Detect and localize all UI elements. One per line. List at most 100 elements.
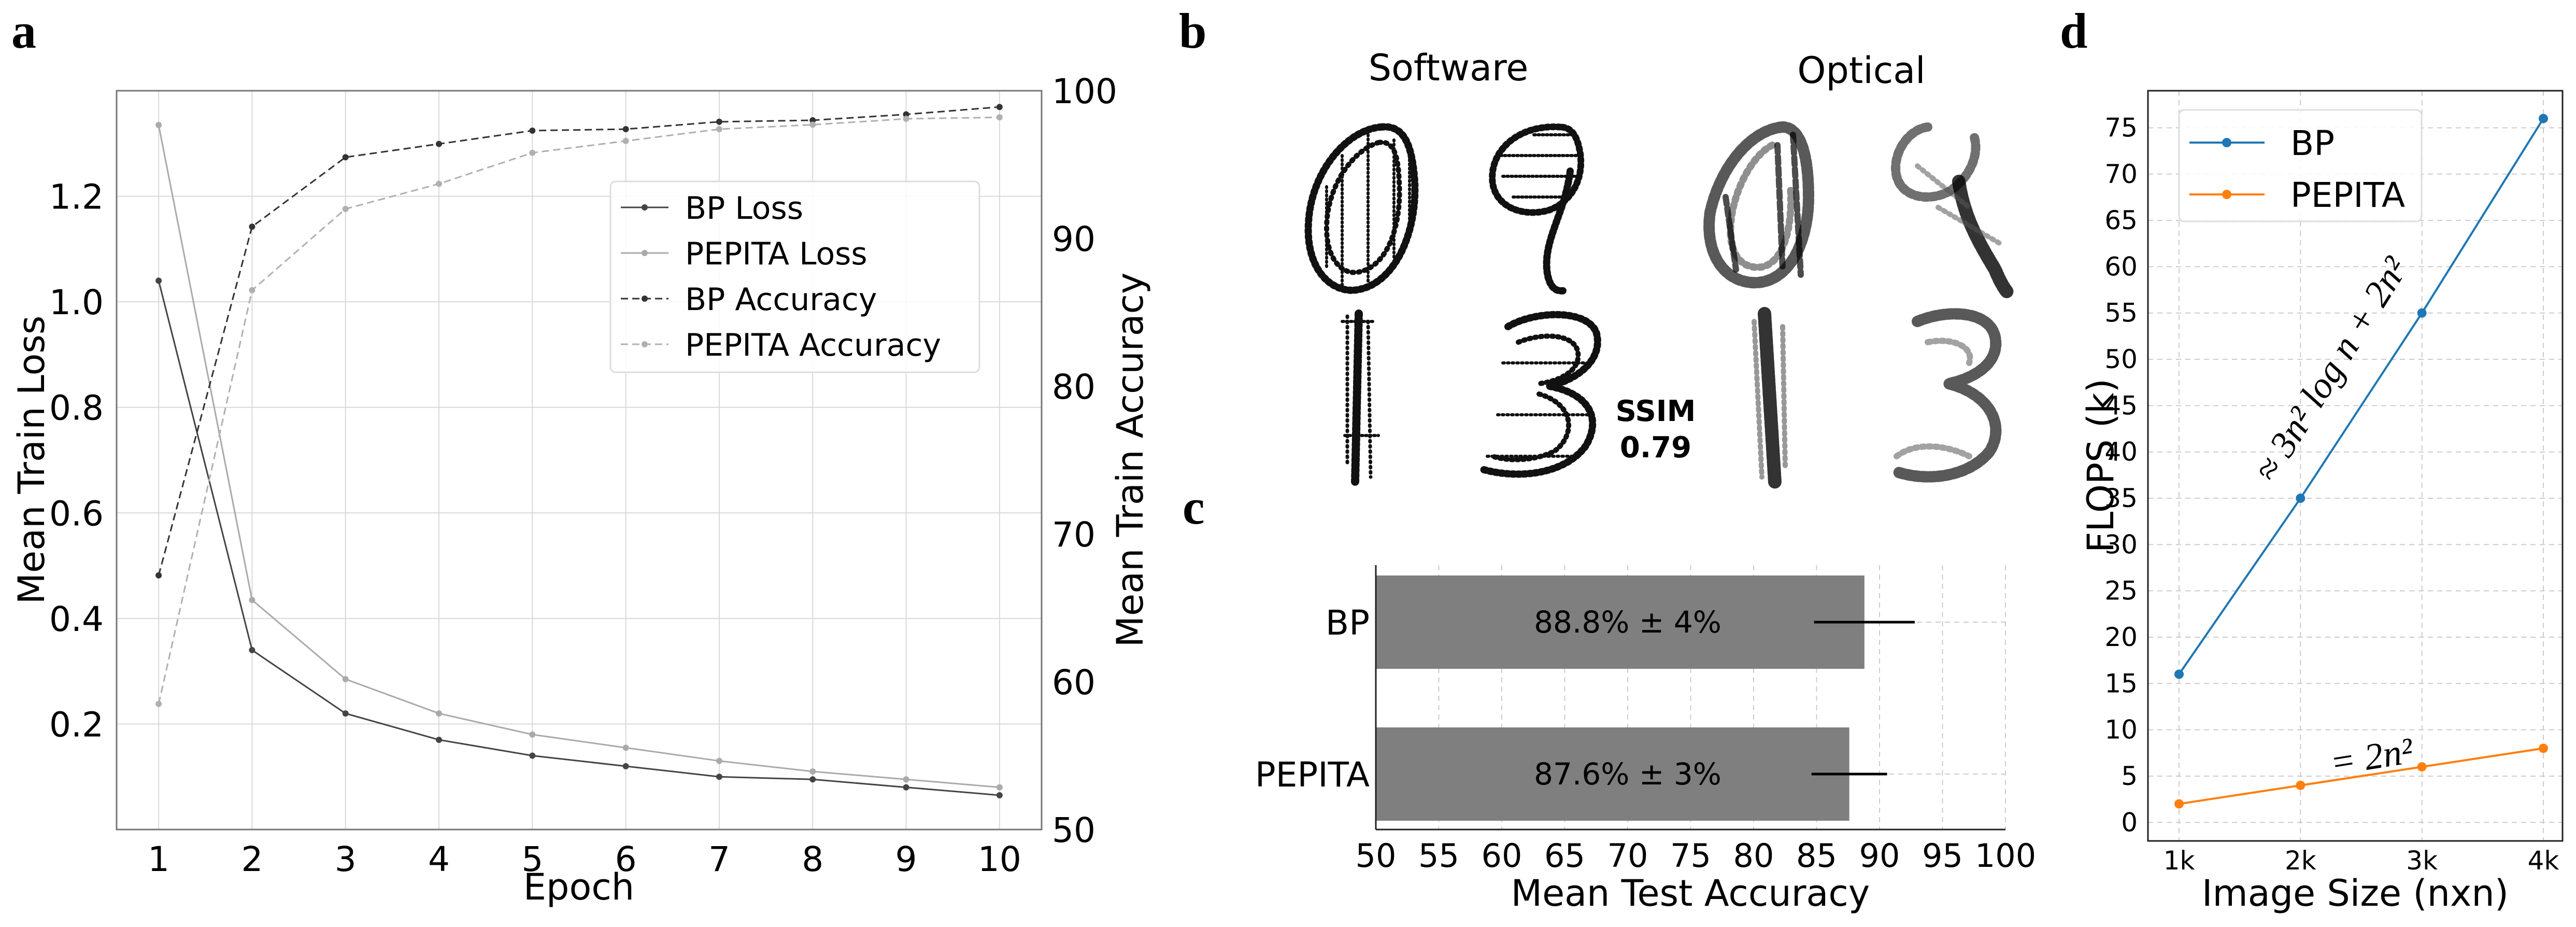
- series-line-pepita-loss: [158, 124, 1000, 789]
- panel-a-legend-box: [609, 180, 980, 373]
- panel-a-ytick-left: 0.2: [49, 705, 104, 745]
- panel-d-ytick: 15: [2104, 668, 2138, 698]
- series-line-bp-accuracy: [158, 106, 1000, 576]
- data-point-bp: [2417, 308, 2427, 318]
- panel-a-xlabel: Epoch: [523, 866, 634, 908]
- legend-label-bp: BP: [2290, 123, 2335, 163]
- data-point-bp-accuracy: [155, 572, 162, 579]
- panel-a-xtick: 4: [428, 839, 450, 879]
- data-point-pepita: [2539, 743, 2548, 753]
- panel-a-ytick-right: 70: [1052, 515, 1095, 555]
- panel-a-xtick: 7: [708, 839, 730, 879]
- data-point-pepita-accuracy: [809, 121, 816, 128]
- panel-a-xtick: 3: [335, 839, 357, 879]
- panel-c-xtick: 70: [1607, 837, 1648, 875]
- legend-marker-bp: [2222, 138, 2231, 147]
- software-title: Software: [1369, 47, 1529, 89]
- panel-d-legend-items: BP PEPITA: [2189, 123, 2405, 215]
- optical-digit-3: [1891, 308, 2002, 483]
- panel-c-xlabel: Mean Test Accuracy: [1511, 872, 1870, 915]
- panel-d-ytick: 5: [2121, 761, 2138, 791]
- bar-label-pepita: 87.6% ± 3%: [1534, 756, 1721, 792]
- series-line-bp-loss: [158, 280, 1000, 796]
- panel-a-plot-frame: [116, 90, 1043, 831]
- data-point-pepita-loss: [342, 676, 349, 682]
- data-point-bp-loss: [716, 774, 722, 780]
- panel-a-ytick-left: 0.6: [49, 494, 104, 533]
- data-point-pepita-loss: [622, 745, 629, 751]
- legend-label-pepita-accuracy: PEPITA Accuracy: [685, 327, 941, 363]
- panel-d-xtick: 2k: [2285, 846, 2316, 876]
- panel-a-xtick: 10: [978, 839, 1021, 879]
- panel-c-xtick: 55: [1418, 837, 1459, 875]
- panel-c-xtick: 75: [1670, 837, 1711, 875]
- software-digit-1: [1341, 310, 1380, 486]
- data-point-pepita-loss: [249, 597, 255, 603]
- data-point-bp-loss: [436, 736, 443, 743]
- panel-a-xtick: 8: [802, 839, 823, 879]
- data-point-pepita-loss: [809, 768, 816, 775]
- bar-bp: [1376, 575, 1865, 669]
- data-point-bp-accuracy: [436, 141, 443, 147]
- panel-c-xtick: 90: [1859, 837, 1900, 875]
- data-point-pepita: [2296, 780, 2305, 790]
- panel-a-legend: BP Loss PEPITA Loss BP Accuracy PEPITA Accu…: [609, 180, 980, 373]
- data-point-pepita-loss: [716, 757, 722, 764]
- legend-marker-bp-accuracy: [642, 296, 648, 302]
- panel-label-b: b: [1179, 3, 1206, 59]
- panel-label-c: c: [1183, 479, 1205, 535]
- panel-c-bars: 88.8% ± 4% 87.6% ± 3%: [1376, 575, 1915, 821]
- data-point-pepita-accuracy: [622, 137, 629, 144]
- data-point-pepita-accuracy: [249, 287, 255, 293]
- data-point-bp-accuracy: [342, 154, 349, 161]
- data-point-bp-loss: [903, 784, 909, 791]
- panel-d-ytick: 55: [2104, 298, 2138, 328]
- panel-d-ytick: 10: [2104, 715, 2138, 745]
- software-digit-3: [1478, 311, 1601, 478]
- series-line-bp: [2178, 118, 2544, 675]
- data-point-bp: [2174, 669, 2184, 679]
- data-point-bp-accuracy: [996, 104, 1003, 110]
- data-point-pepita-loss: [155, 122, 162, 129]
- data-point-bp-accuracy: [716, 118, 722, 125]
- panel-d-plot-frame: [2147, 90, 2564, 842]
- panel-a-ytick-right: 90: [1052, 219, 1095, 259]
- panel-d-ytick: 40: [2104, 437, 2138, 467]
- panel-d-ytick: 30: [2104, 529, 2138, 559]
- panel-a-ytick-left: 1.2: [49, 177, 104, 217]
- legend-marker-bp-loss: [642, 204, 648, 210]
- data-point-bp-loss: [249, 647, 255, 653]
- panel-c-category-pepita: PEPITA: [1255, 755, 1370, 795]
- data-point-bp-accuracy: [903, 111, 909, 118]
- panel-c-xtick: 50: [1356, 837, 1397, 875]
- data-point-bp: [2539, 114, 2548, 123]
- optical-digit-1: [1752, 307, 1788, 489]
- panel-c-xtick: 65: [1544, 837, 1585, 875]
- software-digit-9: [1489, 123, 1585, 294]
- data-point-bp-accuracy: [249, 223, 255, 230]
- data-point-pepita-loss: [529, 731, 536, 738]
- data-point-pepita-loss: [436, 710, 443, 717]
- panel-a-xtick: 1: [148, 839, 169, 879]
- panel-d-ylabel: FLOPS (k): [2080, 378, 2122, 553]
- data-point-bp-loss: [622, 763, 629, 769]
- data-point-pepita: [2174, 799, 2184, 809]
- data-point-pepita: [2417, 762, 2427, 772]
- panel-c-tick-labels: 50 55 60 65 70 75 80 85 90 95 100 BP PEPITA: [1255, 603, 2036, 875]
- panel-d-xlabel: Image Size (nxn): [2202, 872, 2509, 915]
- panel-d-ytick: 70: [2104, 159, 2138, 189]
- optical-digit-9: [1891, 122, 2015, 300]
- panel-b-digit-reconstructions: b Software Optical: [1179, 3, 2015, 489]
- panel-d-ytick: 50: [2104, 344, 2138, 374]
- data-point-bp-loss: [996, 792, 1003, 798]
- panel-a-series-lines: [155, 104, 1003, 798]
- panel-a-xtick: 5: [521, 839, 543, 879]
- data-point-pepita-loss: [903, 776, 909, 783]
- data-point-bp-accuracy: [529, 127, 536, 134]
- panel-a-ytick-right: 50: [1052, 810, 1095, 850]
- panel-d-ytick: 35: [2104, 483, 2138, 513]
- data-point-pepita-accuracy: [436, 180, 443, 187]
- panel-label-d: d: [2060, 3, 2087, 59]
- panel-a-ylabel-right: Mean Train Accuracy: [1109, 273, 1151, 648]
- panel-d-ytick: 25: [2104, 576, 2138, 606]
